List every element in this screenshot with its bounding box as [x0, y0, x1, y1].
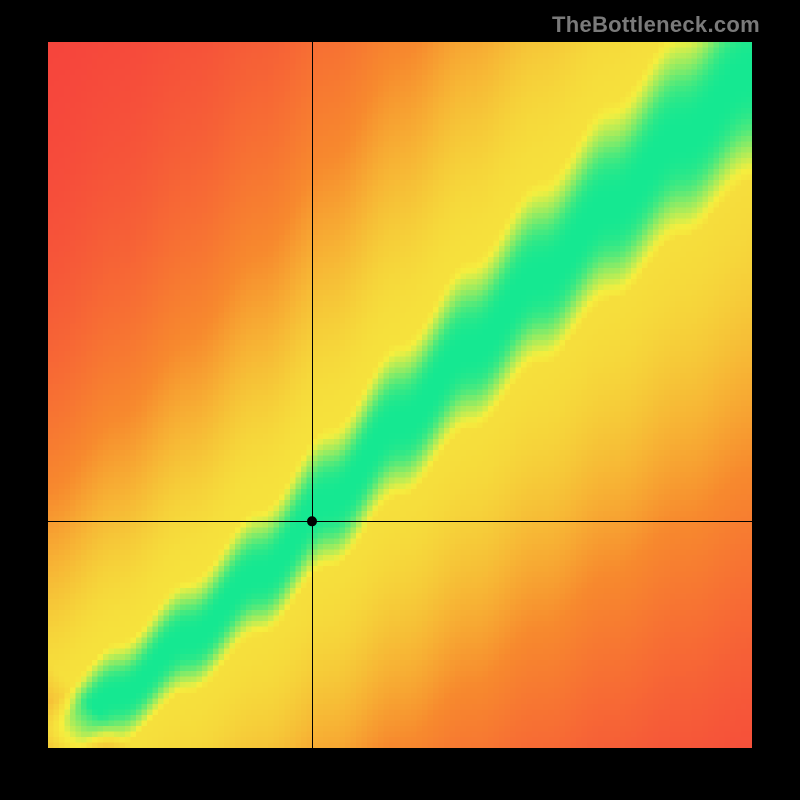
watermark-text: TheBottleneck.com: [552, 12, 760, 38]
chart-container: TheBottleneck.com: [0, 0, 800, 800]
plot-area: [48, 42, 752, 748]
crosshair-overlay: [48, 42, 752, 748]
